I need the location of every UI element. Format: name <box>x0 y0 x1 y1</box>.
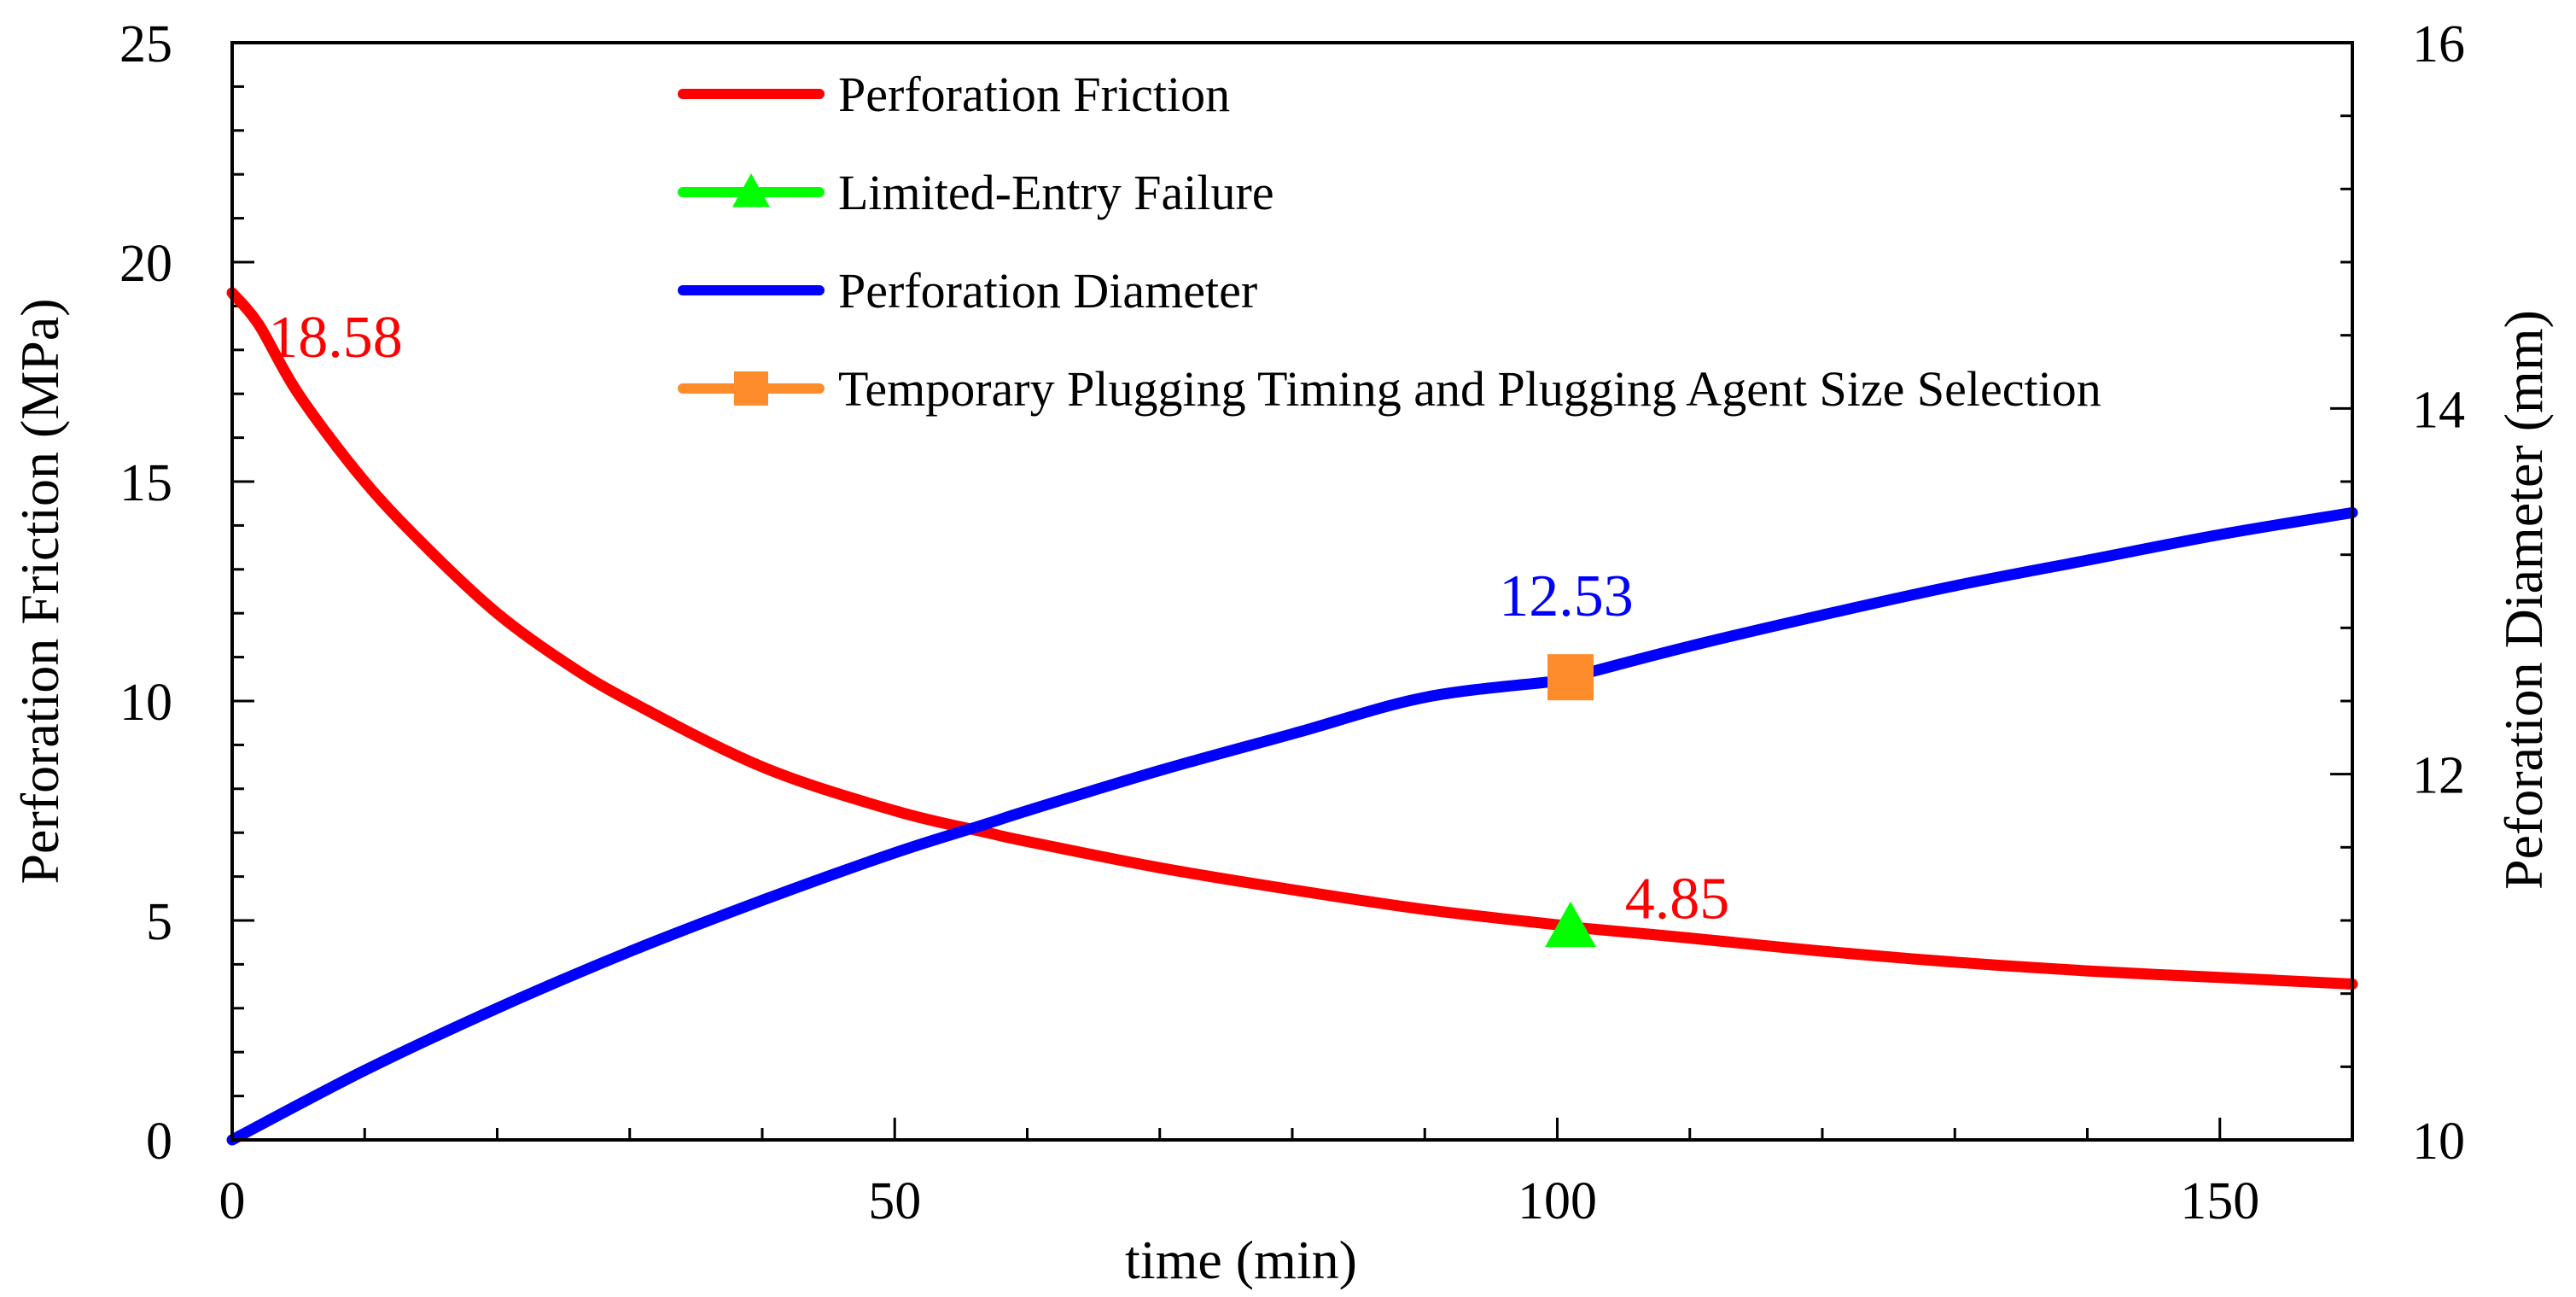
legend: Perforation Friction Limited-Entry Failur… <box>678 67 2101 417</box>
legend-label: Temporary Plugging Timing and Plugging A… <box>838 361 2101 417</box>
y-left-tick-label: 0 <box>146 1113 172 1171</box>
legend-square-marker <box>734 371 768 406</box>
y-left-tick-label: 25 <box>119 15 172 73</box>
legend-label: Perforation Friction <box>838 67 1230 122</box>
y-left-tick-label: 15 <box>119 454 172 512</box>
series <box>226 287 2358 1146</box>
plot-frame <box>230 41 2354 1142</box>
legend-label: Limited-Entry Failure <box>838 165 1274 220</box>
y-right-axis-title: Peforation Diameter (mm) <box>2493 310 2554 890</box>
x-tick-label: 150 <box>2180 1172 2259 1230</box>
labels: 0 50 100 150 0 5 10 15 20 25 10 12 14 16 time (min) Per… <box>9 15 2554 1290</box>
y-right-tick-label: 12 <box>2412 747 2465 805</box>
legend-triangle-marker <box>732 173 770 207</box>
legend-label: Perforation Diameter <box>838 263 1257 318</box>
limited-entry-failure-marker <box>1545 901 1597 948</box>
x-axis-title: time (min) <box>1125 1230 1357 1290</box>
x-tick-label: 100 <box>1518 1172 1597 1230</box>
data-label-18-58: 18.58 <box>268 305 403 371</box>
y-left-tick-label: 20 <box>119 235 172 293</box>
perforation-diameter-line <box>226 506 2358 1146</box>
y-left-tick-label: 5 <box>146 893 172 951</box>
y-right-tick-label: 14 <box>2412 381 2465 439</box>
data-label-12-53: 12.53 <box>1499 564 1634 629</box>
data-label-4-85: 4.85 <box>1625 867 1730 932</box>
markers <box>1545 654 1597 948</box>
perforation-friction-line <box>226 287 2358 990</box>
x-tick-label: 50 <box>868 1172 921 1230</box>
y-right-tick-label: 10 <box>2412 1113 2465 1171</box>
y-left-axis-title: Perforation Friction (MPa) <box>9 298 70 884</box>
y-right-tick-label: 16 <box>2412 15 2465 73</box>
plugging-timing-marker <box>1547 654 1594 701</box>
y-left-tick-label: 10 <box>119 674 172 732</box>
x-tick-label: 0 <box>219 1172 246 1230</box>
